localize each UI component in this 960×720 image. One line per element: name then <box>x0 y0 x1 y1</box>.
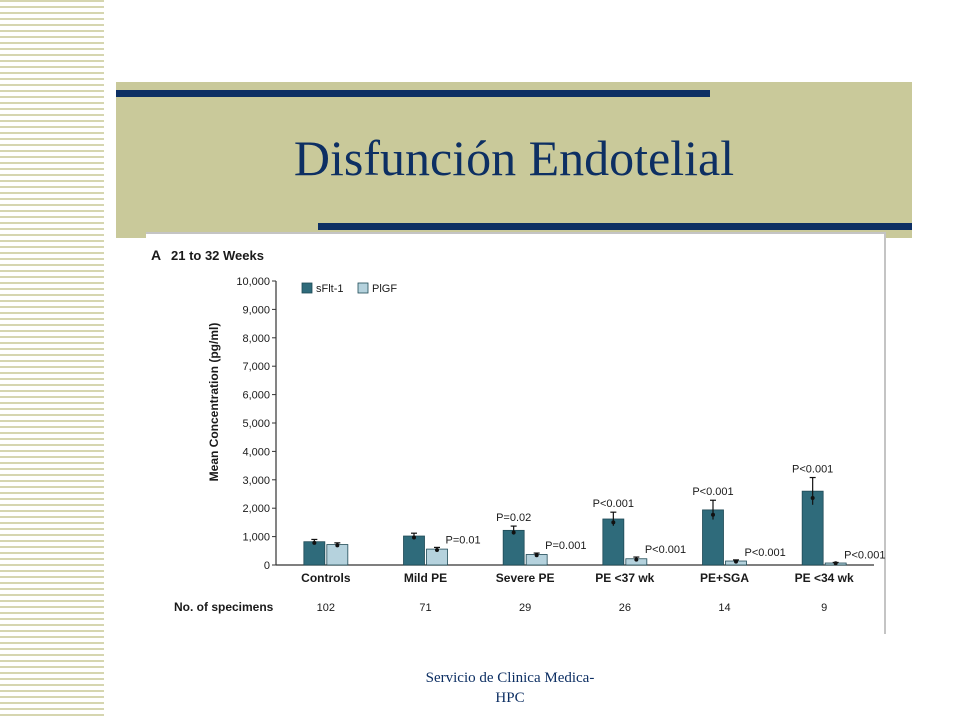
x-tick-label: Mild PE <box>404 571 447 585</box>
y-tick-label: 7,000 <box>242 361 270 373</box>
slide-title: Disfunción Endotelial <box>293 130 735 186</box>
y-tick-label: 4,000 <box>242 446 270 458</box>
bar-sflt1 <box>602 518 625 566</box>
title-rule-bottom <box>318 223 912 230</box>
bar-chart: A 21 to 32 Weeks Mean Concentration (pg/… <box>151 247 885 614</box>
bar-plgf <box>326 544 349 566</box>
legend-label: sFlt-1 <box>316 283 344 295</box>
bars: P=0.01 P=0.02 P=0.001 P<0.001 P<0.001 P<0.001… <box>303 464 885 566</box>
decorative-stripes <box>0 0 104 720</box>
panel-label: A <box>151 247 161 263</box>
error-marker <box>511 530 516 535</box>
p-value-annotation: P=0.02 <box>496 512 531 524</box>
footer-line-2: HPC <box>495 690 525 706</box>
bar-sflt1 <box>303 541 326 566</box>
x-tick-labels: Controls Mild PE Severe PE PE <37 wk PE+SGA P… <box>301 571 854 585</box>
error-marker <box>833 561 838 566</box>
title-band <box>116 82 912 238</box>
error-marker <box>611 520 616 525</box>
bar-sflt1 <box>502 529 525 566</box>
error-marker <box>534 553 539 558</box>
footer-line-1: Servicio de Clinica Medica- <box>425 670 595 686</box>
y-ticks: 0 1,000 2,000 3,000 4,000 5,000 6,000 7,000 8,00… <box>236 276 276 572</box>
error-marker <box>810 495 815 500</box>
x-tick-label: PE+SGA <box>700 571 749 585</box>
legend-swatch <box>357 282 369 294</box>
p-value-annotation: P=0.001 <box>545 540 586 552</box>
specimen-counts: 102 71 29 26 14 9 <box>317 602 828 614</box>
bar-sflt1 <box>403 535 425 566</box>
specimen-count: 9 <box>821 602 827 614</box>
y-tick-label: 3,000 <box>242 475 270 487</box>
y-tick-label: 5,000 <box>242 418 270 430</box>
y-tick-label: 1,000 <box>242 532 270 544</box>
error-marker <box>435 547 439 552</box>
specimen-count: 26 <box>619 602 631 614</box>
specimen-count: 29 <box>519 602 531 614</box>
error-marker <box>711 512 715 517</box>
x-tick-label: Controls <box>301 571 351 585</box>
error-marker <box>312 540 317 545</box>
y-tick-label: 2,000 <box>242 503 270 515</box>
p-value-annotation: P=0.01 <box>446 534 481 546</box>
legend-swatch <box>301 282 313 294</box>
chart-title: 21 to 32 Weeks <box>171 248 264 263</box>
y-axis-label: Mean Concentration (pg/ml) <box>207 323 221 482</box>
title-rule-top <box>116 90 710 97</box>
footer: Servicio de Clinica Medica- HPC <box>360 668 660 708</box>
error-marker <box>412 535 416 540</box>
y-tick-label: 8,000 <box>242 333 270 345</box>
p-value-annotation: P<0.001 <box>593 498 634 510</box>
error-marker <box>734 559 738 564</box>
x-tick-label: PE <34 wk <box>795 571 854 585</box>
p-value-annotation: P<0.001 <box>645 544 686 556</box>
specimen-count: 71 <box>419 602 431 614</box>
y-tick-label: 9,000 <box>242 304 270 316</box>
y-tick-label: 6,000 <box>242 390 270 402</box>
chart-figure: A 21 to 32 Weeks Mean Concentration (pg/… <box>146 232 886 634</box>
p-value-annotation: P<0.001 <box>792 464 833 476</box>
specimens-label: No. of specimens <box>174 600 274 614</box>
y-tick-label: 0 <box>264 560 270 572</box>
legend: sFlt-1 PlGF <box>301 282 397 295</box>
legend-label: PlGF <box>372 283 397 295</box>
x-tick-label: PE <37 wk <box>595 571 654 585</box>
p-value-annotation: P<0.001 <box>844 549 885 561</box>
x-tick-label: Severe PE <box>496 571 555 585</box>
p-value-annotation: P<0.001 <box>745 547 786 559</box>
error-marker <box>634 557 639 562</box>
specimen-count: 102 <box>317 602 335 614</box>
p-value-annotation: P<0.001 <box>692 486 733 498</box>
specimen-count: 14 <box>718 602 730 614</box>
y-tick-label: 10,000 <box>236 276 270 288</box>
error-marker <box>335 543 340 548</box>
